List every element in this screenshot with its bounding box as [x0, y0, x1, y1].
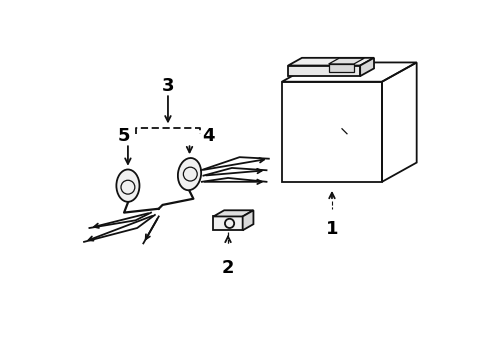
Text: 4: 4 [202, 127, 215, 145]
Ellipse shape [178, 158, 201, 190]
Polygon shape [329, 64, 354, 72]
Polygon shape [288, 66, 360, 76]
Polygon shape [360, 58, 374, 76]
Polygon shape [214, 216, 243, 230]
Text: 1: 1 [326, 220, 338, 238]
Polygon shape [214, 210, 253, 216]
Polygon shape [243, 210, 253, 230]
Text: 2: 2 [222, 259, 234, 277]
Text: 5: 5 [118, 127, 130, 145]
Ellipse shape [117, 170, 140, 202]
Text: 3: 3 [162, 77, 174, 95]
Polygon shape [288, 58, 374, 66]
Polygon shape [329, 58, 364, 64]
